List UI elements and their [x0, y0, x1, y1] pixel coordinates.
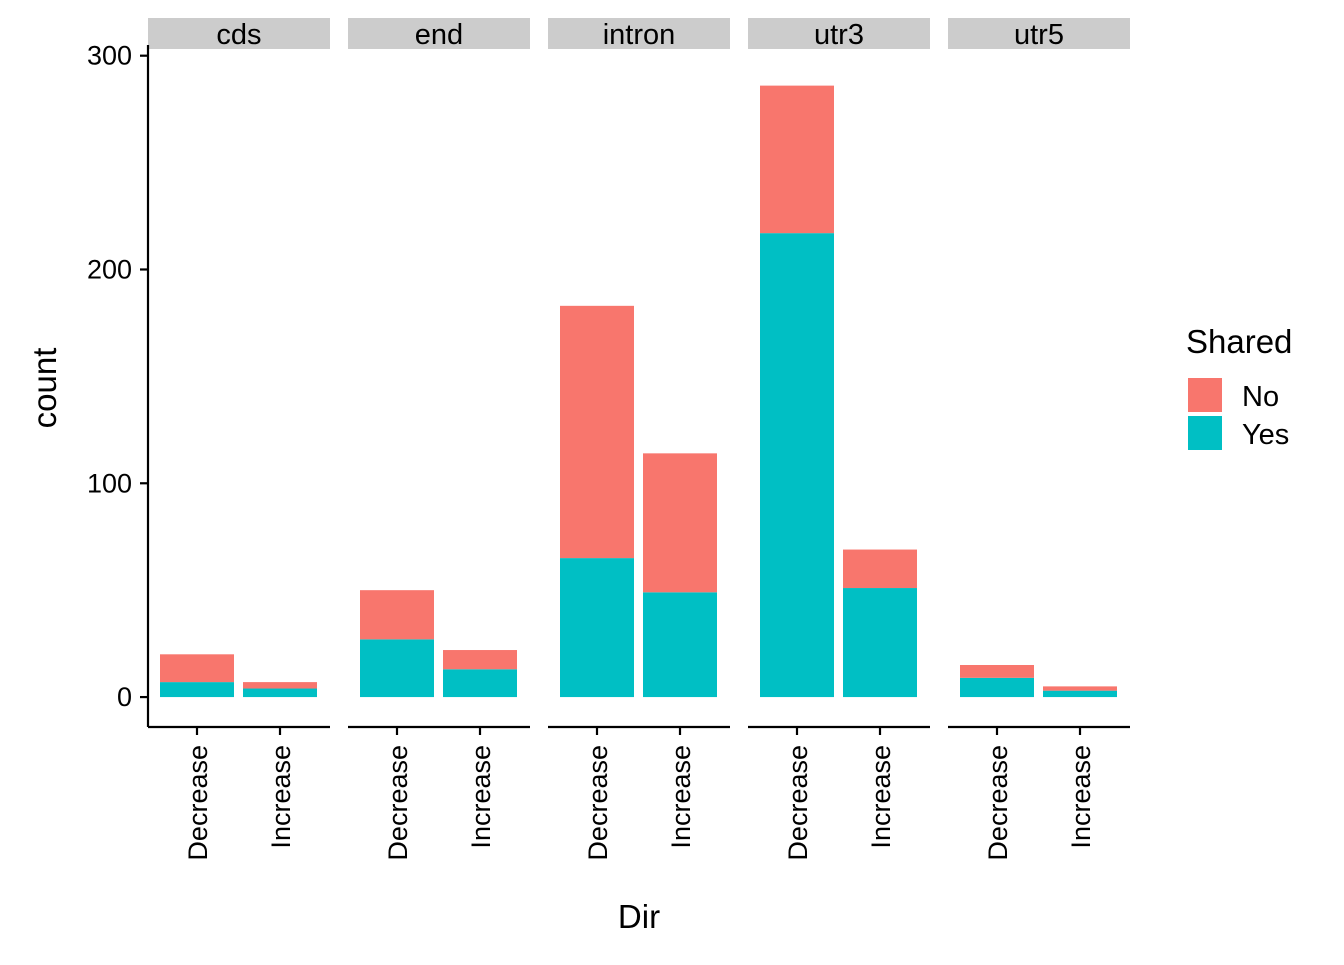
facet-panel-intron: intron Decrease Increase [548, 18, 730, 861]
legend-title: Shared [1186, 323, 1292, 360]
facet-strip-utr3 [748, 18, 930, 49]
bar-no-end-decrease [360, 590, 434, 640]
y-tick-label: 200 [87, 254, 132, 284]
bar-no-utr3-decrease [760, 85, 834, 234]
bar-yes-end-decrease [360, 639, 434, 698]
bar-no-utr5-decrease [960, 665, 1034, 678]
facet-strip-cds [148, 18, 330, 49]
bar-no-cds-increase [243, 682, 317, 689]
x-tick-label: Increase [666, 745, 696, 849]
x-tick-label: Increase [1066, 745, 1096, 849]
legend: Shared No Yes [1186, 323, 1292, 451]
bar-no-utr3-increase [843, 549, 917, 589]
facet-strip-utr5 [948, 18, 1130, 49]
facet-strip-label: intron [603, 19, 676, 51]
legend-label-no: No [1242, 381, 1279, 413]
x-tick-label: Increase [466, 745, 496, 849]
x-tick-label: Decrease [983, 745, 1013, 861]
y-tick-label: 300 [87, 41, 132, 71]
x-tick-label: Decrease [583, 745, 613, 861]
facet-panel-utr3: utr3 Decrease Increase [748, 18, 930, 861]
facet-panel-end: end Decrease Increase [348, 18, 530, 861]
bar-yes-utr3-decrease [760, 233, 834, 698]
facet-strip-label: cds [216, 19, 261, 51]
legend-key-yes [1188, 416, 1222, 450]
facet-panel-utr5: utr5 Decrease Increase [948, 18, 1130, 861]
legend-label-yes: Yes [1242, 419, 1289, 451]
facet-strip-label: utr5 [1014, 19, 1064, 51]
bar-no-end-increase [443, 650, 517, 670]
bar-no-utr5-increase [1043, 686, 1117, 691]
bar-yes-intron-decrease [560, 558, 634, 698]
bar-yes-intron-increase [643, 592, 717, 698]
bar-yes-cds-increase [243, 688, 317, 698]
x-tick-label: Decrease [383, 745, 413, 861]
legend-key-no [1188, 378, 1222, 412]
bar-no-intron-decrease [560, 305, 634, 559]
facet-strip-label: utr3 [814, 19, 864, 51]
facet-strip-label: end [415, 19, 463, 51]
y-tick-label: 0 [117, 682, 132, 712]
x-tick-label: Increase [866, 745, 896, 849]
bar-yes-utr3-increase [843, 588, 917, 698]
y-tick-label: 100 [87, 468, 132, 498]
facet-strip-intron [548, 18, 730, 49]
legend-items: No Yes [1188, 378, 1289, 451]
x-tick-label: Decrease [183, 745, 213, 861]
facet-panel-cds: cds Decrease Increase [148, 18, 330, 861]
facet-strip-end [348, 18, 530, 49]
bar-yes-end-increase [443, 669, 517, 698]
bar-yes-utr5-decrease [960, 677, 1034, 698]
bar-no-intron-increase [643, 453, 717, 593]
bar-yes-utr5-increase [1043, 690, 1117, 698]
bar-yes-cds-decrease [160, 682, 234, 698]
x-tick-label: Decrease [783, 745, 813, 861]
y-axis: 0 100 200 300 [87, 41, 150, 727]
y-axis-title: count [26, 348, 63, 429]
x-tick-label: Increase [266, 745, 296, 849]
bar-no-cds-decrease [160, 654, 234, 683]
x-axis-title: Dir [618, 898, 660, 935]
